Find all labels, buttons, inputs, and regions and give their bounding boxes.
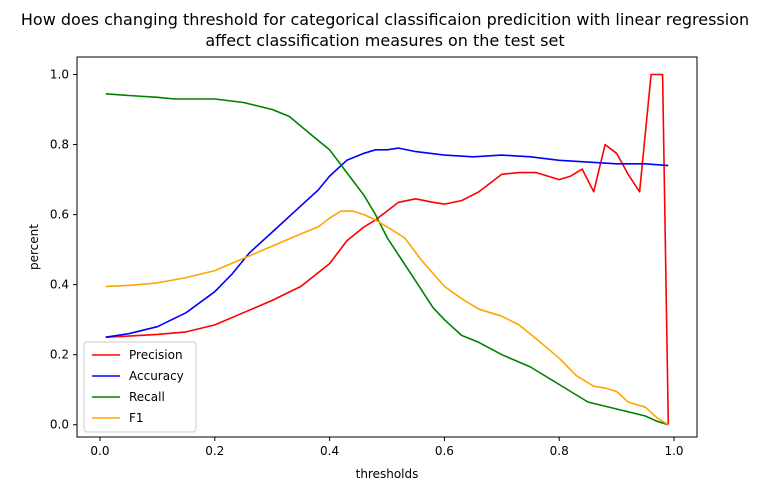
chart-title: How does changing threshold for categori… xyxy=(21,10,749,50)
y-tick-label: 0.8 xyxy=(50,138,69,152)
y-axis-ticks: 0.0 0.2 0.4 0.6 0.8 1.0 xyxy=(50,68,77,432)
series-line-recall xyxy=(105,93,669,426)
series-line-f1 xyxy=(105,210,669,426)
series-lines xyxy=(105,73,670,426)
x-axis-ticks: 0.0 0.2 0.4 0.6 0.8 1.0 xyxy=(90,437,684,458)
y-tick-label: 0.2 xyxy=(50,348,69,362)
legend-label: Precision xyxy=(129,348,183,362)
series-line-accuracy xyxy=(105,147,669,338)
y-axis-label: percent xyxy=(27,224,41,270)
x-axis-label: thresholds xyxy=(356,467,419,481)
legend-box xyxy=(83,341,197,433)
chart-title-line-2: affect classification measures on the te… xyxy=(205,31,564,50)
y-tick-label: 1.0 xyxy=(50,68,69,82)
x-tick-label: 0.0 xyxy=(90,444,109,458)
plot-area-frame xyxy=(76,56,698,438)
y-tick-label: 0.4 xyxy=(50,278,69,292)
legend-label: Recall xyxy=(129,390,165,404)
legend: Precision Accuracy Recall F1 xyxy=(83,341,197,433)
x-tick-label: 1.0 xyxy=(664,444,683,458)
series-line-precision xyxy=(105,73,670,425)
chart-title-line-1: How does changing threshold for categori… xyxy=(21,10,749,29)
x-tick-label: 0.6 xyxy=(435,444,454,458)
legend-label: F1 xyxy=(129,411,144,425)
y-tick-label: 0.0 xyxy=(50,418,69,432)
legend-label: Accuracy xyxy=(129,369,184,383)
y-tick-label: 0.6 xyxy=(50,208,69,222)
x-tick-label: 0.8 xyxy=(550,444,569,458)
x-tick-label: 0.4 xyxy=(320,444,339,458)
x-tick-label: 0.2 xyxy=(205,444,224,458)
